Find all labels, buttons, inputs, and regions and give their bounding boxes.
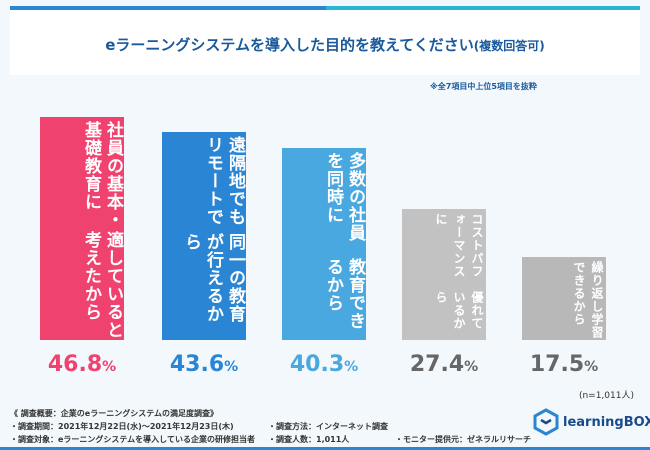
value-unit: %	[224, 359, 239, 375]
value-unit: %	[584, 359, 599, 375]
box-logo-icon	[533, 408, 559, 436]
bar-2: 遠隔地でもリモートで同一の教育が行えるから	[162, 132, 246, 340]
footer-count: ・調査人数：1,011人	[268, 435, 350, 444]
logo: learningBOX	[533, 408, 650, 436]
value-unit: %	[464, 359, 479, 375]
bar-label: 繰り返し学習できるから	[522, 261, 606, 340]
footer-period: ・調査期間：2021年12月22日(水)～2021年12月23日(木)	[10, 422, 234, 431]
value-label: 27.4%	[402, 352, 486, 377]
footer-method: ・調査方法：インターネット調査	[268, 422, 388, 431]
title-sub: (複数回答可)	[473, 39, 545, 53]
bar-3: 多数の社員を同時に教育できるから	[282, 147, 366, 340]
title-main: eラーニングシステムを導入した目的を教えてください	[105, 36, 474, 54]
value-label: 43.6%	[162, 352, 246, 377]
footer-heading: 《 調査概要：企業のeラーニングシステムの満足度調査》	[10, 409, 218, 418]
bar-label-line: 繰り返し学習できるから	[572, 260, 604, 339]
bar-label: 多数の社員を同時に教育できるから	[282, 152, 366, 340]
top-accent-bar-right	[326, 6, 640, 10]
bar-1: 社員の基本・基礎教育に 適していると考えたから	[40, 117, 124, 340]
bar-label: コストパフォーマンスに優れているから	[402, 213, 486, 340]
sample-size: (n=1,011人)	[578, 391, 634, 401]
bar-label: 遠隔地でもリモートで同一の教育が行えるから	[162, 136, 246, 340]
bar-5: 繰り返し学習できるから	[522, 256, 606, 340]
bar-label-line: コストパフォーマンスに	[434, 213, 484, 279]
title-box: eラーニングシステムを導入した目的を教えてください(複数回答可)	[10, 10, 640, 75]
value-number: 40.3	[289, 352, 345, 377]
bar-label-line: 多数の社員を同時に	[323, 151, 365, 242]
bar-label-line: 優れているから	[434, 290, 484, 330]
bar-label-line: 遠隔地でもリモートで	[203, 136, 245, 227]
value-label: 17.5%	[522, 352, 606, 377]
value-number: 27.4	[409, 352, 465, 377]
chart-title: eラーニングシステムを導入した目的を教えてください(複数回答可)	[10, 34, 640, 55]
value-number: 43.6	[169, 352, 225, 377]
value-label: 40.3%	[282, 352, 366, 377]
bar-label-line: 同一の教育が行えるから	[181, 233, 245, 324]
bar-label-line: 適していると考えたから	[81, 230, 123, 339]
value-unit: %	[102, 359, 117, 375]
footer-provider: ・モニター提供元：ゼネラルリサーチ	[395, 435, 531, 444]
footer-target: ・調査対象：eラーニングシステムを導入している企業の研修担当者	[10, 435, 255, 444]
bar-4: コストパフォーマンスに優れているから	[402, 209, 486, 340]
bar-label: 社員の基本・基礎教育に 適していると考えたから	[40, 121, 124, 340]
value-unit: %	[344, 359, 359, 375]
value-number: 17.5	[529, 352, 585, 377]
top-accent-bar-left	[10, 6, 326, 10]
note: ※全7項目中上位5項目を抜粋	[430, 82, 537, 91]
bar-label-line: 社員の基本・基礎教育に	[81, 121, 123, 229]
bottom-accent-line	[0, 447, 650, 450]
bar-label-line: 教育できるから	[323, 257, 365, 330]
value-label: 46.8%	[40, 352, 124, 377]
value-number: 46.8	[47, 352, 103, 377]
